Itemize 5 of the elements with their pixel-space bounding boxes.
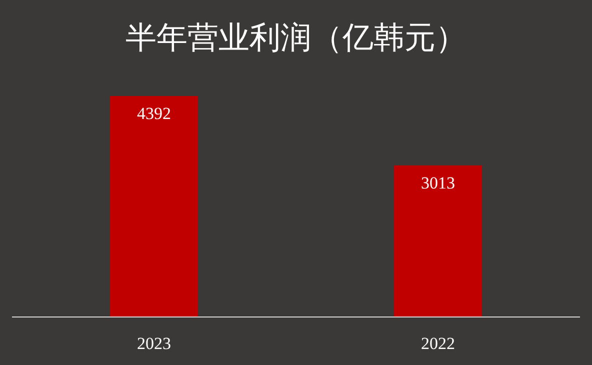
data-label: 4392 bbox=[137, 104, 171, 123]
x-tick-label: 2023 bbox=[137, 334, 171, 353]
chart-title: 半年营业利润（亿韩元） bbox=[126, 20, 466, 56]
data-label: 3013 bbox=[421, 173, 455, 192]
x-tick-label: 2022 bbox=[421, 334, 455, 353]
